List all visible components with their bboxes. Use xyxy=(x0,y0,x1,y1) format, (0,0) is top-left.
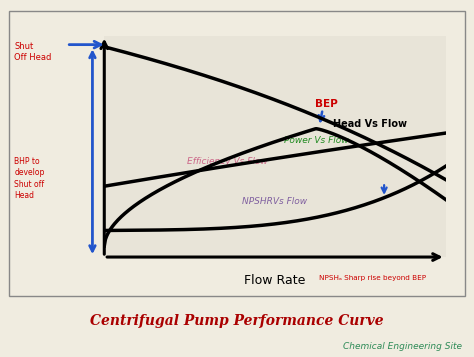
Text: Power Vs Flow: Power Vs Flow xyxy=(283,136,348,145)
Text: NPSHₐ Sharp rise beyond BEP: NPSHₐ Sharp rise beyond BEP xyxy=(319,275,427,281)
Text: Chemical Engineering Site: Chemical Engineering Site xyxy=(343,342,463,351)
Text: Efficiency Vs Flow: Efficiency Vs Flow xyxy=(187,157,267,166)
Text: Centrifugal Pump Performance Curve: Centrifugal Pump Performance Curve xyxy=(90,314,384,328)
Text: Head Vs Flow: Head Vs Flow xyxy=(334,119,408,129)
Text: Flow Rate: Flow Rate xyxy=(244,274,306,287)
Text: BHP to
develop
Shut off
Head: BHP to develop Shut off Head xyxy=(14,157,45,200)
Text: NPSHRVs Flow: NPSHRVs Flow xyxy=(242,197,308,206)
Text: BEP: BEP xyxy=(315,99,337,109)
Text: Shut
Off Head: Shut Off Head xyxy=(14,42,52,62)
